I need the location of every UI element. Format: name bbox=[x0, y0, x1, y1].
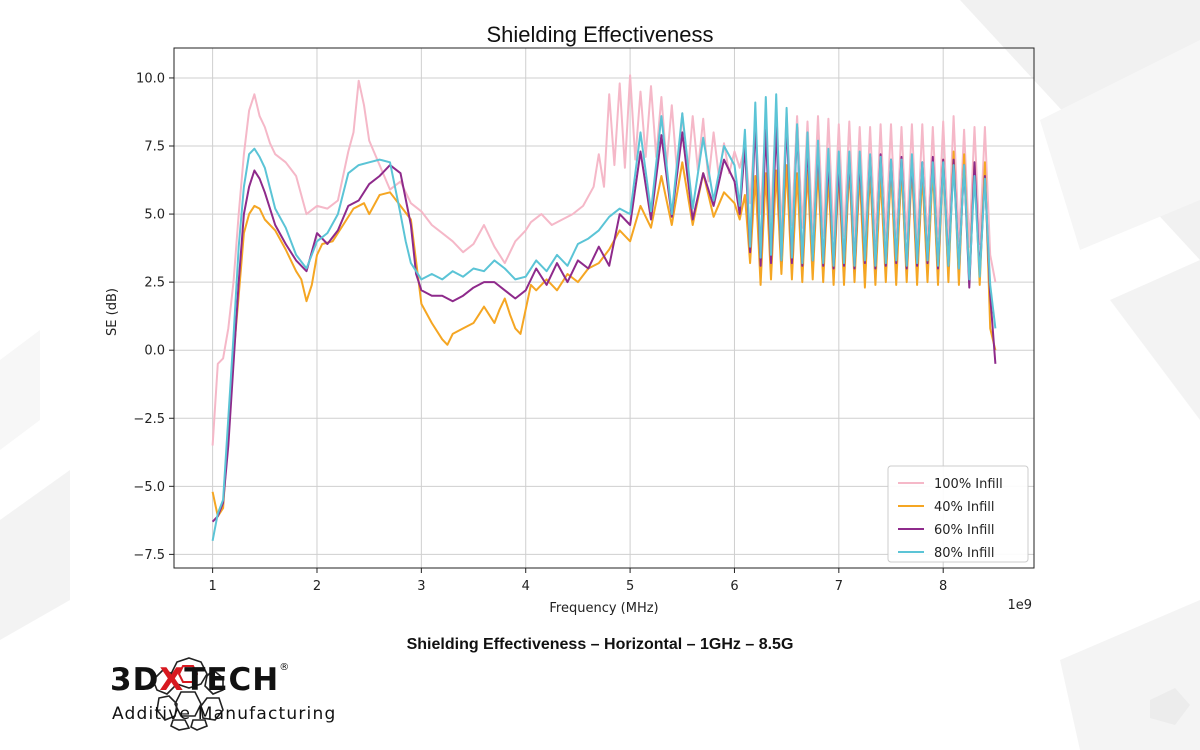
x-tick-label: 4 bbox=[522, 579, 530, 594]
chart-legend: 100% Infill 40% Infill 60% Infill 80% Infil… bbox=[887, 465, 1029, 563]
series-line-4 bbox=[211, 93, 997, 541]
x-tick-label: 6 bbox=[730, 579, 738, 594]
plot-frame bbox=[173, 47, 1035, 569]
chart-ticks: 1 2 3 4 5 6 7 8 −7.5 −5.0 −2.5 0.0 2.5 5.0 7.5 10.0 bbox=[133, 71, 947, 594]
y-tick-label: −2.5 bbox=[133, 412, 165, 427]
series-line-1 bbox=[211, 74, 997, 446]
x-axis-offset-label: 1e9 bbox=[1007, 598, 1032, 613]
y-tick-label: −7.5 bbox=[133, 548, 165, 563]
y-tick-label: 10.0 bbox=[136, 71, 165, 86]
brand-name-part1: 3D bbox=[110, 662, 160, 698]
brand-logo: 3DXTECH® bbox=[110, 662, 290, 698]
y-tick-label: 5.0 bbox=[144, 208, 165, 223]
y-tick-label: −5.0 bbox=[133, 480, 165, 495]
y-axis-label: SE (dB) bbox=[105, 288, 120, 336]
honeycomb-sphere-icon bbox=[152, 657, 224, 731]
x-axis-label: Frequency (MHz) bbox=[549, 601, 658, 616]
series-line-2 bbox=[211, 150, 997, 518]
registered-mark: ® bbox=[279, 662, 291, 673]
legend-box bbox=[887, 465, 1029, 563]
y-tick-label: 2.5 bbox=[144, 276, 165, 291]
y-tick-label: 7.5 bbox=[144, 140, 165, 155]
brand-tagline: Additive Manufacturing bbox=[112, 704, 337, 724]
x-tick-label: 1 bbox=[208, 579, 216, 594]
x-tick-label: 3 bbox=[417, 579, 425, 594]
legend-label: 100% Infill bbox=[934, 477, 1003, 492]
x-tick-label: 8 bbox=[939, 579, 947, 594]
legend-label: 80% Infill bbox=[934, 546, 995, 561]
figure-caption: Shielding Effectiveness – Horizontal – 1… bbox=[406, 636, 794, 653]
legend-label: 40% Infill bbox=[934, 500, 995, 515]
brand-name-part2: TECH bbox=[184, 662, 280, 698]
chart-series bbox=[211, 74, 997, 541]
legend-label: 60% Infill bbox=[934, 523, 995, 538]
y-tick-label: 0.0 bbox=[144, 344, 165, 359]
page-title: Shielding Effectiveness bbox=[486, 22, 714, 47]
x-tick-label: 2 bbox=[313, 579, 321, 594]
x-tick-label: 5 bbox=[626, 579, 634, 594]
x-tick-label: 7 bbox=[835, 579, 843, 594]
brand-name-x: X bbox=[159, 662, 185, 698]
